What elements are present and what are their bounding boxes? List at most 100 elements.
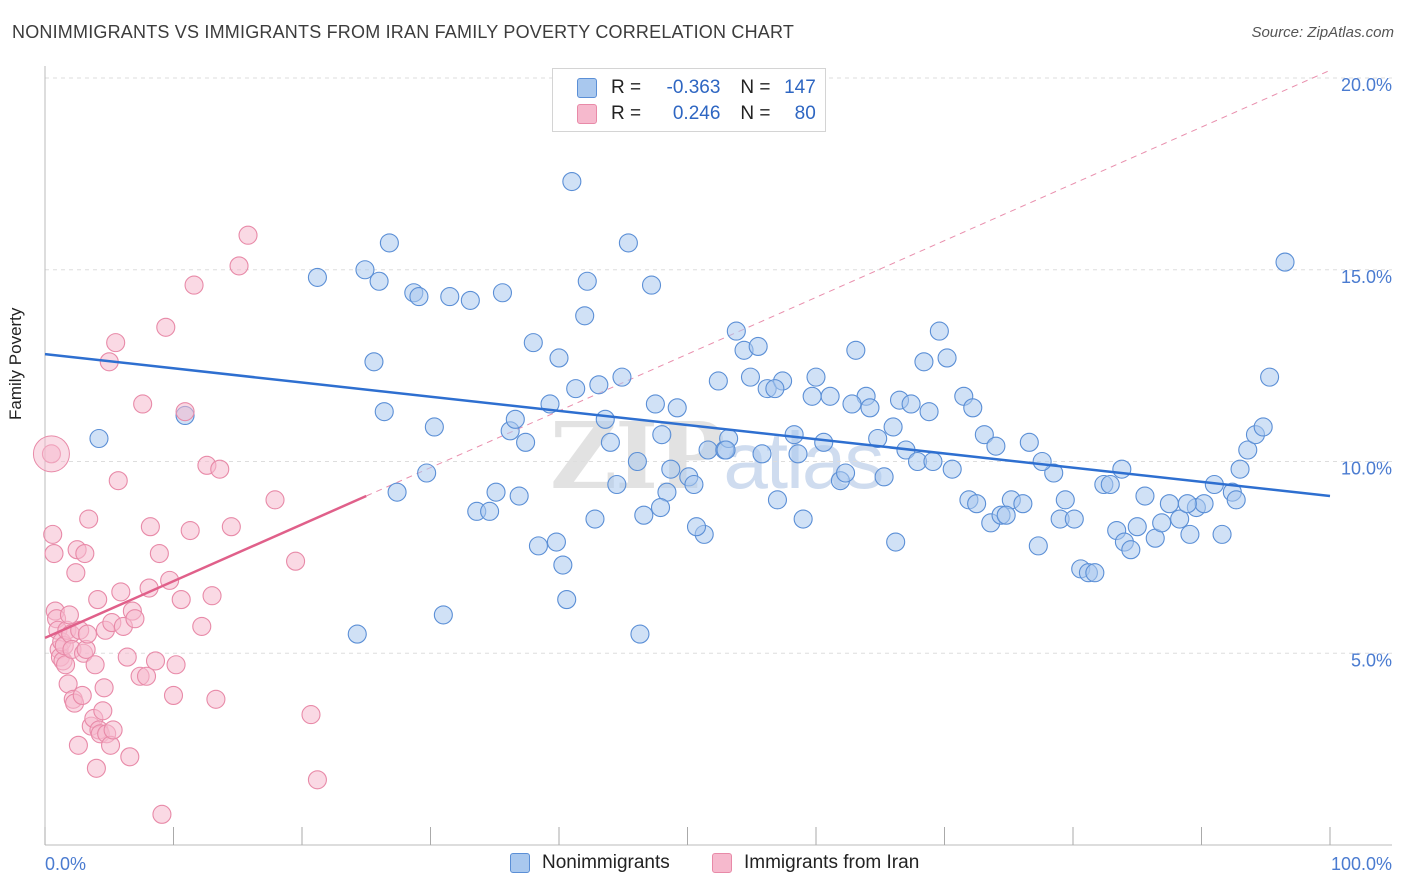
nonimmigrant-point xyxy=(767,490,788,510)
nonimmigrant-point xyxy=(600,432,620,452)
iran-immigrant-point xyxy=(175,402,195,422)
data-points xyxy=(32,171,1295,824)
pink-swatch xyxy=(712,853,732,873)
nonimmigrant-point xyxy=(374,402,394,422)
iran-immigrant-point xyxy=(117,647,137,667)
nonimmigrant-point xyxy=(802,386,822,406)
blue-swatch xyxy=(510,853,530,873)
iran-immigrant-point xyxy=(43,524,63,544)
iran-immigrant-point xyxy=(163,685,184,705)
iran-immigrant-point xyxy=(221,517,241,537)
nonimmigrant-point xyxy=(814,432,834,452)
y-tick-label: 15.0% xyxy=(1341,267,1392,287)
iran-immigrant-point xyxy=(192,616,212,636)
legend-item-iran: Immigrants from Iran xyxy=(712,852,919,874)
source-label: Source: ZipAtlas.com xyxy=(1251,24,1394,41)
iran-immigrant-point xyxy=(286,551,306,571)
series-legend: Nonimmigrants Immigrants from Iran xyxy=(0,852,1406,878)
nonimmigrant-point xyxy=(612,367,632,387)
iran-immigrant-point xyxy=(125,609,145,629)
nonimmigrant-point xyxy=(516,432,536,452)
iran-immigrant-point xyxy=(307,770,327,790)
nonimmigrant-point xyxy=(1159,494,1179,514)
nonimmigrant-point xyxy=(440,287,460,307)
legend-n-value: 80 xyxy=(794,103,816,124)
legend-row-nonimmigrants: R = -0.363 N = 147 xyxy=(577,75,816,101)
nonimmigrant-point xyxy=(923,451,943,472)
grid-lines xyxy=(45,77,1392,654)
iran-immigrant-point xyxy=(202,586,222,606)
legend-n-label: N = xyxy=(740,103,771,124)
nonimmigrant-point xyxy=(595,409,615,429)
iran-immigrant-point xyxy=(210,459,230,479)
iran-immigrant-point xyxy=(120,747,140,767)
nonimmigrant-point xyxy=(684,474,704,495)
y-tick-label: 10.0% xyxy=(1341,459,1392,479)
nonimmigrant-point xyxy=(355,260,375,280)
nonimmigrant-point xyxy=(347,624,367,644)
iran-immigrant-point xyxy=(111,582,131,602)
nonimmigrant-point xyxy=(836,463,856,483)
iran-immigrant-point xyxy=(86,758,106,778)
iran-immigrant-point xyxy=(152,804,172,824)
iran-immigrant-point xyxy=(32,435,70,473)
iran-immigrant-point xyxy=(106,333,126,353)
nonimmigrant-point xyxy=(667,398,687,418)
nonimmigrant-point xyxy=(575,306,595,326)
nonimmigrant-point xyxy=(1121,540,1141,560)
nonimmigrant-point xyxy=(1100,474,1120,495)
nonimmigrant-point xyxy=(914,352,934,372)
blue-swatch xyxy=(577,78,597,98)
nonimmigrant-point xyxy=(1112,459,1132,479)
nonimmigrant-point xyxy=(505,409,525,429)
nonimmigrant-point xyxy=(698,440,718,460)
iran-immigrant-point xyxy=(133,394,153,414)
nonimmigrant-point xyxy=(1152,513,1172,533)
y-axis-label: Family Poverty xyxy=(6,307,25,420)
iran-immigrant-point xyxy=(166,655,186,675)
nonimmigrant-point xyxy=(765,379,785,399)
nonimmigrant-point xyxy=(553,555,573,575)
nonimmigrant-point xyxy=(788,444,808,464)
nonimmigrant-point xyxy=(740,367,761,387)
nonimmigrant-point xyxy=(1170,509,1190,529)
nonimmigrants-trend-line xyxy=(44,352,1331,498)
nonimmigrant-point xyxy=(919,402,939,422)
iran-immigrant-point xyxy=(44,543,64,564)
iran-immigrant-point xyxy=(94,678,114,698)
nonimmigrant-point xyxy=(641,275,662,295)
nonimmigrant-point xyxy=(1260,367,1280,387)
legend-n-value: 147 xyxy=(784,77,816,98)
nonimmigrant-point xyxy=(364,352,384,372)
iran-immigrant-point xyxy=(184,275,204,295)
nonimmigrant-point xyxy=(1019,432,1039,452)
nonimmigrant-point xyxy=(509,486,529,506)
nonimmigrant-point xyxy=(1028,536,1048,556)
nonimmigrant-point xyxy=(784,425,804,445)
y-tick-labels: 5.0% 10.0% 15.0% 20.0% xyxy=(1341,75,1392,670)
nonimmigrant-point xyxy=(963,398,983,418)
iran-immigrant-point xyxy=(108,471,128,491)
iran-immigrant-point xyxy=(229,256,249,276)
nonimmigrant-point xyxy=(942,459,962,479)
trend-lines xyxy=(44,352,1331,640)
legend-item-nonimmigrants: Nonimmigrants xyxy=(510,852,670,874)
nonimmigrant-point xyxy=(686,517,707,537)
nonimmigrant-point xyxy=(986,436,1006,456)
nonimmigrant-point xyxy=(562,171,582,192)
legend-row-iran: R = 0.246 N = 80 xyxy=(577,101,816,127)
nonimmigrant-point xyxy=(860,398,880,418)
x-tick-label: 0.0% xyxy=(45,854,86,874)
nonimmigrant-point xyxy=(486,482,506,502)
nonimmigrant-point xyxy=(820,386,840,406)
nonimmigrant-point xyxy=(886,532,906,552)
iran-immigrant-point xyxy=(75,543,95,564)
legend-r-value: 0.246 xyxy=(672,103,721,124)
pink-swatch xyxy=(577,104,597,124)
nonimmigrant-point xyxy=(1127,517,1147,537)
legend-r-label: R = xyxy=(611,103,642,124)
iran-immigrant-point xyxy=(180,520,200,541)
nonimmigrant-point xyxy=(433,605,453,625)
nonimmigrant-point xyxy=(1064,509,1084,529)
legend-r-value: -0.363 xyxy=(666,77,721,98)
